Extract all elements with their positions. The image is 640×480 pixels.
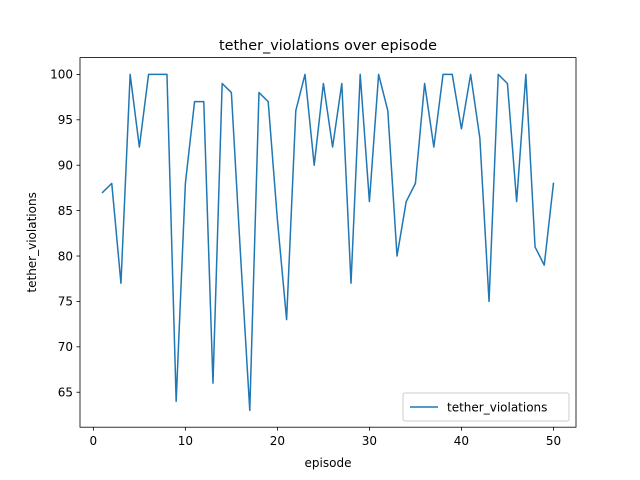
data-point: [405, 200, 407, 202]
data-point: [331, 146, 333, 148]
data-point: [175, 400, 177, 402]
data-point: [322, 82, 324, 84]
data-point: [258, 91, 260, 93]
legend-entry-tether-violations: tether_violations: [447, 401, 547, 415]
data-point: [313, 164, 315, 166]
data-point: [304, 73, 306, 75]
y-tick-label: 65: [58, 386, 73, 400]
series-line-0: [101, 73, 555, 412]
y-tick-label: 85: [58, 204, 73, 218]
y-tick-label: 100: [50, 68, 73, 82]
x-tick-label: 10: [178, 434, 193, 448]
data-point: [184, 182, 186, 184]
data-point: [267, 100, 269, 102]
y-tick-label: 70: [58, 340, 73, 354]
data-point: [543, 264, 545, 266]
data-point: [203, 100, 205, 102]
data-point: [534, 246, 536, 248]
data-point: [157, 73, 159, 75]
data-point: [101, 191, 103, 193]
y-tick-label: 75: [58, 295, 73, 309]
chart-title: tether_violations over episode: [219, 38, 437, 54]
data-point: [239, 255, 241, 257]
data-point: [506, 82, 508, 84]
data-point: [221, 82, 223, 84]
y-tick-label: 80: [58, 249, 73, 263]
data-point: [249, 409, 251, 411]
data-point: [377, 73, 379, 75]
data-point: [341, 82, 343, 84]
data-point: [111, 182, 113, 184]
data-point: [387, 110, 389, 112]
data-point: [442, 73, 444, 75]
y-axis-label: tether_violations: [25, 192, 39, 292]
x-tick-label: 30: [362, 434, 377, 448]
data-point: [396, 255, 398, 257]
data-point: [451, 73, 453, 75]
data-point: [479, 137, 481, 139]
data-point: [138, 146, 140, 148]
data-point: [120, 282, 122, 284]
legend: tether_violations: [402, 392, 570, 422]
data-point: [488, 300, 490, 302]
x-axis-label: episode: [305, 456, 352, 470]
data-point: [359, 73, 361, 75]
data-point: [469, 73, 471, 75]
data-point: [230, 91, 232, 93]
data-point: [368, 200, 370, 202]
y-tick-label: 90: [58, 159, 73, 173]
data-point: [460, 128, 462, 130]
legend-box: [402, 392, 570, 422]
data-point: [414, 182, 416, 184]
x-tick-label: 0: [90, 434, 98, 448]
data-point: [129, 73, 131, 75]
data-point: [423, 82, 425, 84]
data-point: [552, 182, 554, 184]
data-point: [276, 218, 278, 220]
data-point: [212, 382, 214, 384]
data-point: [166, 73, 168, 75]
data-point: [350, 282, 352, 284]
data-point: [147, 73, 149, 75]
y-tick-label: 95: [58, 113, 73, 127]
plot-frame: [79, 57, 577, 428]
data-point: [295, 110, 297, 112]
series-layer: [101, 73, 555, 412]
axis-ticks: 0 10 20 30 40 50 65 70 75 80 85 90 95 100: [50, 68, 561, 449]
x-tick-label: 40: [454, 434, 469, 448]
data-point: [497, 73, 499, 75]
data-point: [193, 100, 195, 102]
x-tick-label: 20: [270, 434, 285, 448]
data-point: [515, 200, 517, 202]
data-point: [525, 73, 527, 75]
x-tick-label: 50: [546, 434, 561, 448]
data-point: [433, 146, 435, 148]
data-point: [285, 318, 287, 320]
